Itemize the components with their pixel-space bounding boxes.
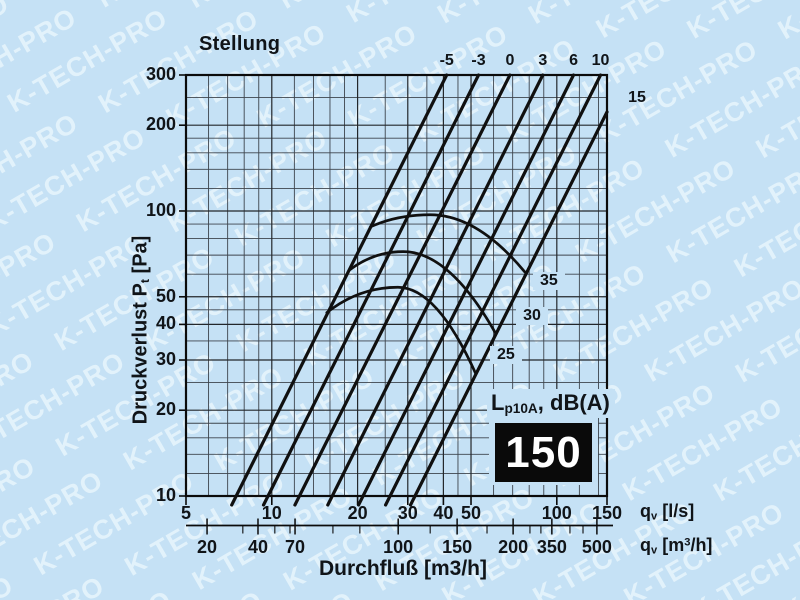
flow-unit-label-ls: qv [l/s] bbox=[640, 501, 695, 523]
x-tick-label-ls: 20 bbox=[347, 503, 368, 523]
stellung-label: 3 bbox=[538, 52, 548, 69]
y-tick-label: 10 bbox=[155, 485, 176, 505]
x-tick-label-m3h: 70 bbox=[285, 537, 306, 557]
x-tick-label-ls: 150 bbox=[591, 503, 623, 523]
stellung-label: 0 bbox=[505, 52, 515, 69]
x-tick-label-m3h: 500 bbox=[581, 537, 612, 557]
x-tick-label-ls: 10 bbox=[261, 503, 282, 523]
y-tick-label: 50 bbox=[155, 285, 176, 306]
noise-legend: Lp10A, dB(A) bbox=[487, 389, 615, 418]
x-tick-label-m3h: 40 bbox=[247, 537, 268, 557]
y-axis-title-unit: [Pa] bbox=[129, 235, 152, 280]
x-tick-label-m3h: 20 bbox=[197, 537, 218, 557]
chart-title: Stellung bbox=[199, 33, 281, 55]
stellung-label: -3 bbox=[471, 52, 486, 69]
x-tick-label-m3h: 150 bbox=[442, 537, 473, 557]
stellung-label: 6 bbox=[569, 52, 578, 69]
flow-unit-label-m3h: qv [m3/h] bbox=[640, 535, 713, 557]
y-tick-label: 200 bbox=[145, 114, 176, 135]
y-axis-title-subscript: t bbox=[138, 279, 153, 284]
x-axis-title: Durchfluß [m3/h] bbox=[319, 557, 487, 580]
noise-level-label: 25 bbox=[489, 345, 522, 364]
x-tick-label-m3h: 200 bbox=[498, 537, 529, 557]
x-tick-label-ls: 50 bbox=[460, 503, 482, 523]
size-badge: 150 bbox=[495, 423, 592, 482]
x-tick-label-ls: 40 bbox=[433, 503, 454, 523]
y-tick-label: 30 bbox=[155, 349, 176, 369]
x-tick-label-ls: 30 bbox=[397, 503, 418, 523]
y-tick-label: 100 bbox=[145, 199, 176, 220]
y-tick-label: 300 bbox=[145, 64, 176, 84]
stellung-label: 15 bbox=[628, 88, 646, 106]
noise-level-label: 30 bbox=[516, 307, 549, 326]
noise-level-label: 35 bbox=[532, 272, 565, 291]
stellung-label: -5 bbox=[439, 52, 454, 69]
x-tick-label-m3h: 350 bbox=[536, 537, 567, 557]
x-tick-label-ls: 100 bbox=[541, 503, 572, 523]
stellung-label: 10 bbox=[591, 52, 610, 69]
y-tick-label: 40 bbox=[155, 313, 176, 334]
x-tick-label-m3h: 100 bbox=[383, 537, 414, 557]
y-tick-label: 20 bbox=[155, 399, 176, 420]
x-tick-label-ls: 5 bbox=[180, 503, 191, 523]
